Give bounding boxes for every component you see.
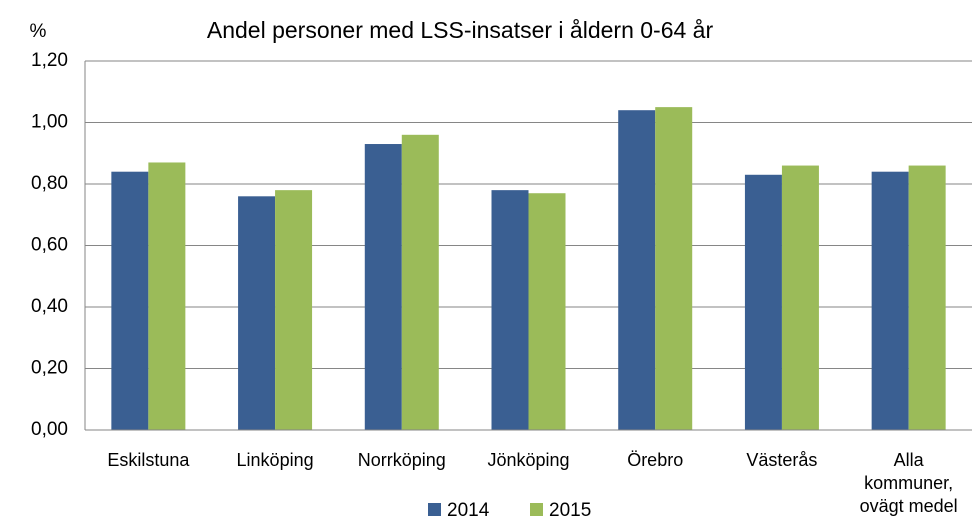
bar xyxy=(491,190,529,430)
y-tick-label: 0,60 xyxy=(31,235,68,256)
chart-title: Andel personer med LSS-insatser i åldern… xyxy=(207,17,714,43)
x-tick-label: Norrköping xyxy=(357,450,446,470)
x-tick-label: Alla kommuner, ovägt medel xyxy=(859,450,958,516)
legend-label: 2015 xyxy=(549,500,591,521)
bar xyxy=(275,190,313,430)
bar xyxy=(364,144,402,430)
y-tick-label: 0,40 xyxy=(31,296,68,317)
bar xyxy=(744,174,782,430)
y-tick-label: 0,80 xyxy=(31,173,68,194)
y-tick-label: 0,20 xyxy=(31,358,68,379)
y-tick-label: 1,00 xyxy=(31,112,68,133)
bar xyxy=(238,196,276,430)
legend-swatch xyxy=(530,503,543,516)
y-tick-label: 0,00 xyxy=(31,419,68,440)
x-tick-label: Jönköping xyxy=(487,450,570,470)
bar xyxy=(111,171,149,430)
bar xyxy=(781,165,819,431)
x-tick-label: Örebro xyxy=(627,450,684,470)
x-tick-label: Eskilstuna xyxy=(107,450,190,470)
legend-swatch xyxy=(428,503,441,516)
bar xyxy=(401,134,439,431)
x-tick-label: Linköping xyxy=(236,450,314,470)
bar xyxy=(871,171,909,430)
bar xyxy=(618,110,656,430)
bar xyxy=(528,193,566,430)
y-axis-label: % xyxy=(30,21,47,42)
bar xyxy=(148,162,186,430)
bar xyxy=(908,165,946,431)
x-tick-label: Västerås xyxy=(746,450,818,470)
bar xyxy=(655,107,693,430)
y-tick-label: 1,20 xyxy=(31,50,68,71)
legend-label: 2014 xyxy=(447,500,490,521)
